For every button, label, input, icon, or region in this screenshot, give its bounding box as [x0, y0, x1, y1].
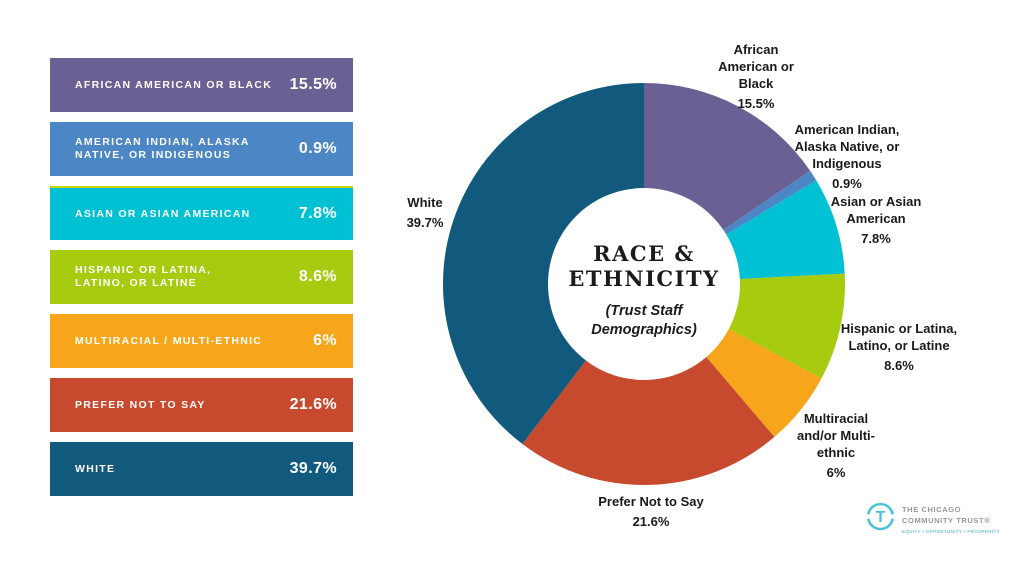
legend-value: 0.9% — [298, 140, 337, 157]
slice-name: Prefer Not to Say — [598, 494, 704, 509]
slice-label-multiracial: Multiracial and/or Multi- ethnic 6% — [766, 411, 906, 482]
cct-logo-mark: T — [867, 502, 894, 531]
cct-logo-text: THE CHICAGO COMMUNITY TRUST® EQUITY • OP… — [902, 502, 1000, 534]
legend-label: PREFER NOT TO SAY — [75, 398, 206, 411]
slice-label-hispanic: Hispanic or Latina, Latino, or Latine 8.… — [829, 321, 969, 375]
legend-label: ASIAN OR ASIAN AMERICAN — [75, 207, 251, 220]
cct-logo: T THE CHICAGO COMMUNITY TRUST® EQUITY • … — [866, 502, 1000, 534]
slice-label-white: White 39.7% — [355, 195, 495, 232]
legend: AFRICAN AMERICAN OR BLACK 15.5% AMERICAN… — [50, 58, 353, 496]
legend-item-white: WHITE 39.7% — [50, 442, 353, 496]
legend-item-prefer-not-to-say: PREFER NOT TO SAY 21.6% — [50, 378, 353, 432]
legend-value: 39.7% — [289, 460, 337, 477]
legend-item-african-american-or-black: AFRICAN AMERICAN OR BLACK 15.5% — [50, 58, 353, 112]
slice-label-american-indian: American Indian, Alaska Native, or Indig… — [777, 122, 917, 193]
legend-label: AFRICAN AMERICAN OR BLACK — [75, 78, 273, 91]
slice-percent: 8.6% — [884, 357, 914, 373]
legend-item-american-indian: AMERICAN INDIAN, ALASKA NATIVE, OR INDIG… — [50, 122, 353, 176]
donut-center: RACE & ETHNICITY (Trust Staff Demographi… — [549, 241, 739, 340]
t-icon: T — [876, 509, 886, 526]
slice-percent: 0.9% — [832, 175, 862, 191]
cct-logo-name-line2: COMMUNITY TRUST® — [902, 515, 991, 525]
legend-value: 6% — [313, 332, 337, 349]
legend-value: 15.5% — [289, 76, 337, 93]
cct-logo-name: THE CHICAGO COMMUNITY TRUST® — [902, 505, 1000, 526]
legend-item-asian: ASIAN OR ASIAN AMERICAN 7.8% — [50, 186, 353, 240]
slice-name: Asian or Asian American — [830, 194, 922, 226]
slice-percent: 15.5% — [737, 95, 775, 111]
cct-logo-tagline: EQUITY • OPPORTUNITY • PROSPERITY — [902, 528, 1000, 534]
slice-name: African American or Black — [718, 42, 794, 91]
legend-label: WHITE — [75, 462, 116, 475]
legend-label: HISPANIC OR LATINA, LATINO, OR LATINE — [75, 264, 212, 289]
logo-circle-top-arc — [867, 502, 894, 515]
slice-percent: 39.7% — [406, 214, 444, 230]
cct-logo-name-line1: THE CHICAGO — [902, 505, 962, 514]
logo-circle-bottom-arc — [867, 518, 894, 531]
donut-slice-6 — [442, 83, 644, 445]
chart-title: RACE & ETHNICITY — [568, 241, 720, 292]
legend-item-multiracial: MULTIRACIAL / MULTI-ETHNIC 6% — [50, 314, 353, 368]
slice-label-prefer-not-to-say: Prefer Not to Say 21.6% — [581, 494, 721, 531]
slice-name: American Indian, Alaska Native, or Indig… — [794, 122, 900, 171]
donut-slice-5 — [522, 284, 775, 485]
chart-subtitle: (Trust Staff Demographics) — [591, 303, 697, 339]
slice-name: White — [407, 195, 443, 210]
slice-percent: 6% — [826, 464, 846, 480]
slice-name: Multiracial and/or Multi- ethnic — [797, 411, 875, 460]
slice-label-asian: Asian or Asian American 7.8% — [806, 194, 946, 248]
slice-name: Hispanic or Latina, Latino, or Latine — [840, 321, 958, 353]
legend-label: AMERICAN INDIAN, ALASKA NATIVE, OR INDIG… — [75, 136, 250, 161]
legend-value: 21.6% — [289, 396, 337, 413]
legend-item-hispanic: HISPANIC OR LATINA, LATINO, OR LATINE 8.… — [50, 250, 353, 304]
legend-label: MULTIRACIAL / MULTI-ETHNIC — [75, 334, 263, 347]
slice-label-african-american-or-black: African American or Black 15.5% — [686, 42, 826, 113]
donut-chart — [442, 83, 845, 485]
slice-percent: 7.8% — [861, 230, 891, 246]
legend-value: 8.6% — [298, 268, 337, 285]
donut-hole — [548, 188, 740, 380]
donut-svg — [442, 83, 845, 485]
legend-value: 7.8% — [298, 205, 337, 222]
slice-percent: 21.6% — [632, 513, 670, 529]
